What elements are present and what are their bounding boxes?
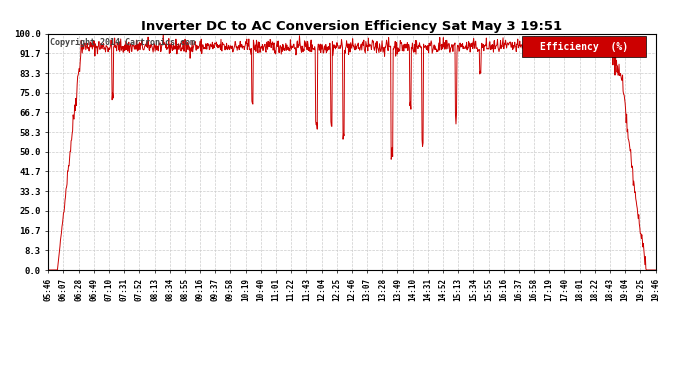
Text: Efficiency  (%): Efficiency (%) [540, 42, 628, 52]
Text: Copyright 2014 Cartronics.com: Copyright 2014 Cartronics.com [50, 39, 195, 48]
Bar [522, 36, 647, 57]
Title: Inverter DC to AC Conversion Efficiency Sat May 3 19:51: Inverter DC to AC Conversion Efficiency … [141, 20, 562, 33]
